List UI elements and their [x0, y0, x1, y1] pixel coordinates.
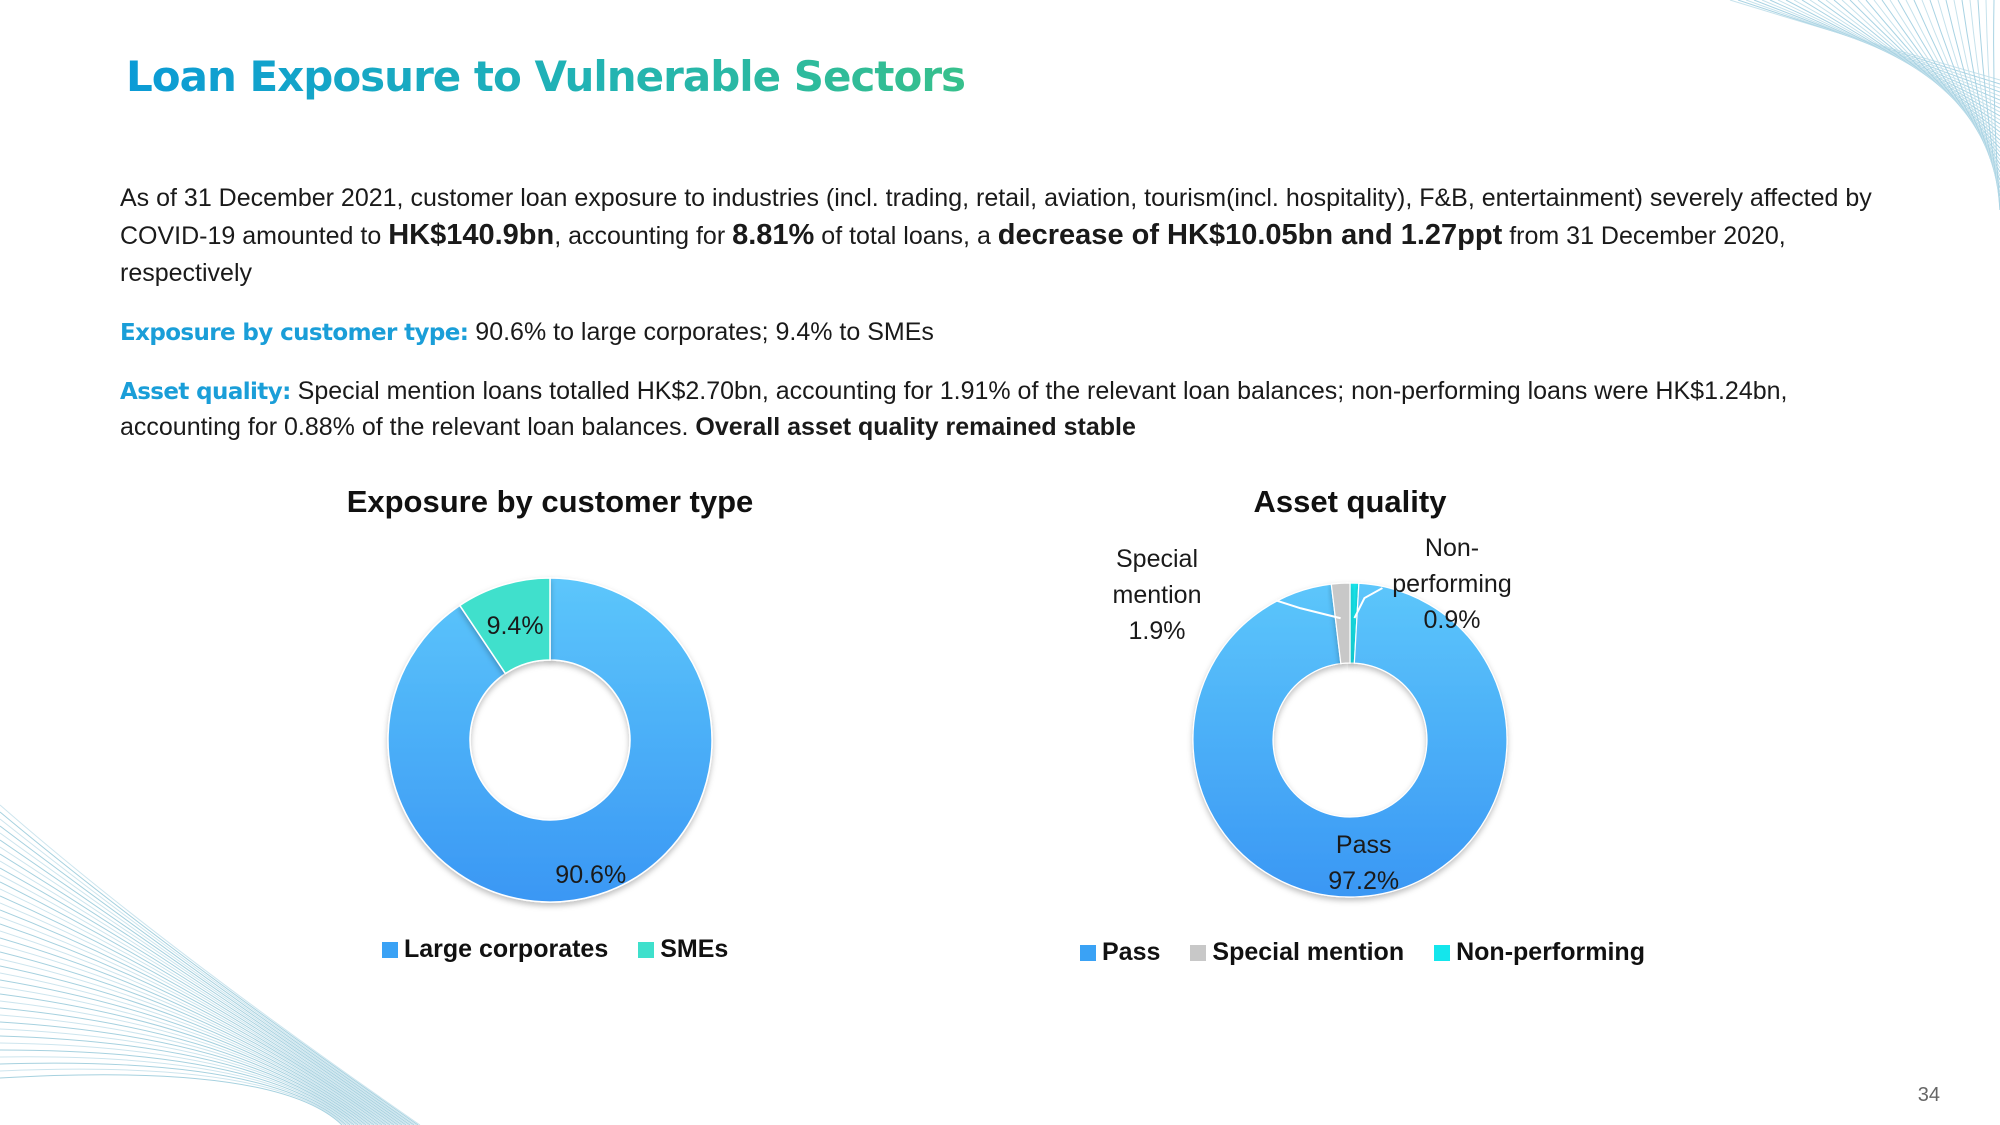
summary-text: from 31 December 2020, respectively — [120, 222, 1786, 287]
asset-quality-donut-chart: Pass 97.2% Special mention 1.9% Non-performin… — [1113, 534, 1512, 898]
leader-line-non-performing — [1353, 587, 1383, 619]
legend-swatch — [1434, 944, 1451, 961]
data-label-special-mention: 1.9% — [1129, 617, 1186, 645]
corner-wave-decoration — [1729, 0, 2000, 210]
chart-title-customer-type: Exposure by customer type — [346, 484, 754, 519]
customer-type-label: Exposure by customer type: — [120, 320, 469, 346]
legend-label: SMEs — [660, 935, 729, 963]
exposure-decrease: decrease of HK$10.05bn and 1.27ppt — [997, 219, 1503, 251]
legend-swatch — [1190, 944, 1207, 961]
slice-special-mention — [1330, 582, 1351, 665]
slice-large-corporates — [387, 577, 713, 903]
customer-type-text: 90.6% to large corporates; 9.4% to SMEs — [468, 318, 934, 346]
asset-quality-paragraph: Asset quality: Special mention loans tot… — [120, 374, 1900, 445]
data-label-special-mention: mention — [1113, 581, 1202, 609]
legend-swatch — [638, 941, 655, 958]
slice-pass — [1192, 582, 1508, 898]
data-label-pass: Pass — [1336, 831, 1392, 859]
customer-type-paragraph: Exposure by customer type: 90.6% to larg… — [120, 314, 1900, 352]
asset-quality-label: Asset quality: — [120, 379, 291, 405]
page-number: 34 — [1917, 1084, 1940, 1106]
exposure-share: 8.81% — [732, 219, 815, 251]
data-label-pass: 97.2% — [1328, 867, 1399, 895]
data-label-non-performing: 0.9% — [1424, 606, 1481, 634]
summary-text: As of 31 December 2021, customer loan ex… — [120, 184, 1872, 250]
data-label-special-mention: Special — [1116, 545, 1198, 573]
legend-swatch — [382, 941, 398, 958]
exposure-amount: HK$140.9bn — [388, 219, 555, 251]
chart-title-asset-quality: Asset quality — [1253, 484, 1447, 519]
leader-line-special-mention — [1275, 599, 1341, 620]
slice-smes — [458, 577, 551, 675]
asset-quality-conclusion: Overall asset quality remained stable — [695, 413, 1136, 441]
customer-type-legend: Large corporates SMEs — [382, 935, 758, 964]
asset-quality-text: Special mention loans totalled HK$2.70bn… — [120, 377, 1788, 441]
legend-swatch — [1080, 944, 1096, 961]
legend-item-smes: SMEs — [638, 935, 728, 964]
legend-item-large-corporates: Large corporates — [382, 935, 608, 964]
data-label-large-corporates: 90.6% — [555, 861, 626, 889]
legend-label: Large corporates — [404, 935, 609, 963]
data-label-non-performing: Non- — [1425, 534, 1479, 562]
data-label-smes: 9.4% — [487, 612, 544, 640]
legend-item-pass: Pass — [1080, 938, 1160, 967]
legend-label: Pass — [1102, 938, 1161, 966]
customer-type-donut-chart: 90.6% 9.4% — [387, 577, 713, 903]
legend-label: Special mention — [1212, 938, 1405, 966]
page-title: Loan Exposure to Vulnerable Sectors — [126, 52, 966, 101]
summary-text: , accounting for — [554, 222, 733, 250]
legend-item-non-performing: Non-performing — [1434, 938, 1645, 967]
legend-label: Non-performing — [1456, 938, 1645, 966]
summary-paragraph: As of 31 December 2021, customer loan ex… — [120, 180, 1900, 292]
legend-item-special-mention: Special mention — [1190, 938, 1404, 967]
asset-quality-legend: Pass Special mention Non-performing — [1080, 938, 1675, 967]
summary-text: of total loans, a — [814, 222, 998, 250]
data-label-non-performing: performing — [1392, 570, 1512, 598]
